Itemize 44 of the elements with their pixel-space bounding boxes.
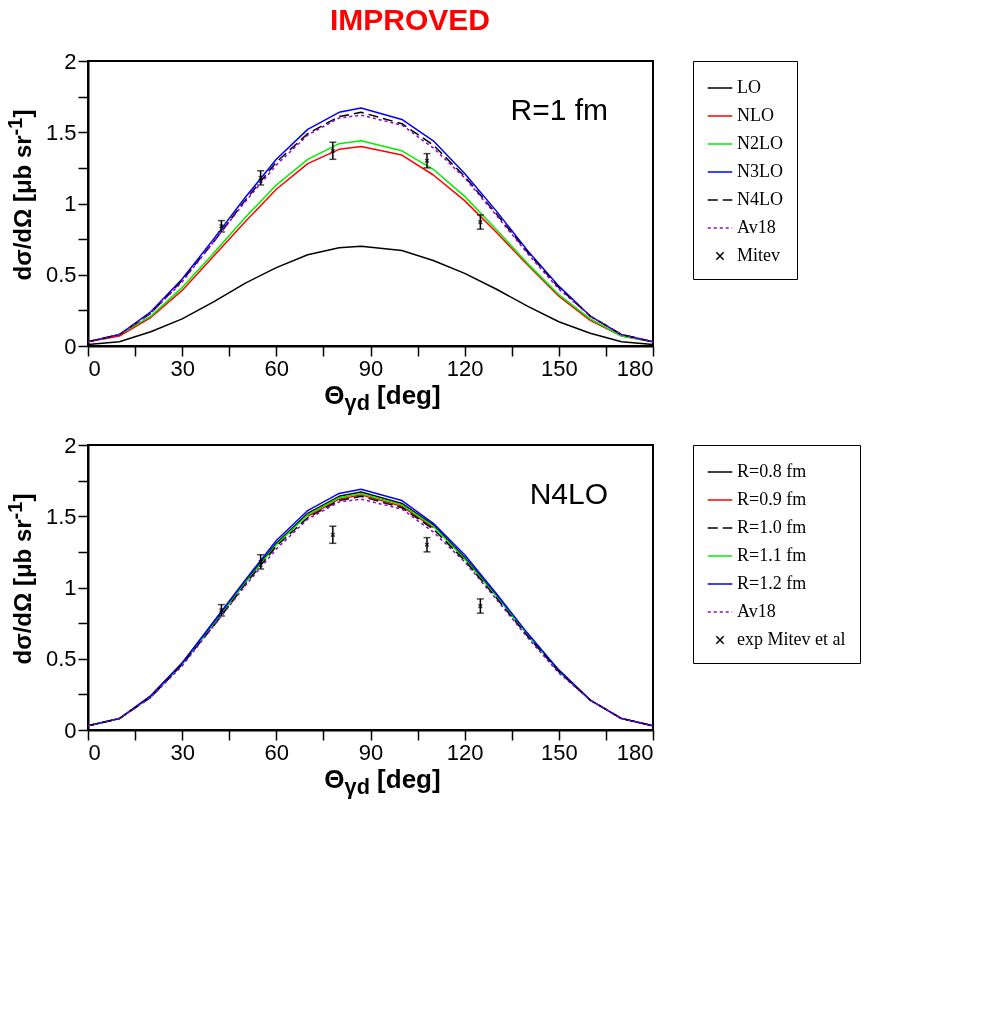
legend-label: Av18 <box>737 217 776 237</box>
annotation: R=1 fm <box>510 93 608 126</box>
y-tick-label: 1 <box>64 191 77 216</box>
y-tick-label: 1.5 <box>45 119 77 145</box>
y-tick-label: 0 <box>64 333 77 359</box>
line-series <box>306 494 435 529</box>
legend-label: R=0.9 fm <box>737 489 807 510</box>
x-tick-label: 60 <box>264 355 290 381</box>
y-tick-label: 1.5 <box>45 503 77 529</box>
legend-label: NLO <box>737 105 774 125</box>
x-tick-label: 150 <box>540 355 578 381</box>
x-tick-label: 30 <box>170 355 195 381</box>
x-tick-label: 90 <box>358 739 384 765</box>
legend-label: N2LO <box>737 133 783 153</box>
y-tick-label: 2 <box>64 432 77 458</box>
legend-label: N4LO <box>737 189 783 209</box>
x-tick-label: 150 <box>540 739 578 765</box>
legend-label: Mitev <box>737 245 780 265</box>
y-tick-label: 1 <box>64 575 77 601</box>
x-tick-label: 0 <box>88 355 101 381</box>
chart-title: IMPROVED <box>329 2 491 38</box>
legend-label: LO <box>737 77 761 97</box>
x-tick-label: 120 <box>446 739 484 765</box>
annotation: N4LO <box>529 477 608 511</box>
x-tick-label: 60 <box>264 739 290 765</box>
x-tick-label: 180 <box>616 355 654 381</box>
x-axis-title: Θ$_{γd}$ [deg] <box>323 764 442 801</box>
legend-label: N3LO <box>737 161 783 181</box>
x-tick-label: 180 <box>616 739 654 765</box>
legend-label: Av18 <box>737 601 776 622</box>
y-tick-label: 2 <box>64 48 77 74</box>
legend-label: exp Mitev et al <box>737 629 846 650</box>
legend-label: R=0.8 fm <box>737 461 807 482</box>
x-tick-label: 90 <box>358 355 384 381</box>
x-tick-label: 0 <box>88 739 101 765</box>
legend-label: R=1.1 fm <box>737 545 807 566</box>
legend-label: R=1.0 fm <box>737 517 807 538</box>
y-tick-label: 0.5 <box>45 262 77 288</box>
y-tick-label: 0.5 <box>45 646 77 672</box>
x-tick-label: 30 <box>170 739 195 765</box>
x-axis-title: Θ$_{γd}$ [deg] <box>323 380 442 417</box>
legend-label: R=1.2 fm <box>737 573 807 594</box>
y-tick-label: 0 <box>64 717 77 743</box>
x-tick-label: 120 <box>446 355 484 381</box>
